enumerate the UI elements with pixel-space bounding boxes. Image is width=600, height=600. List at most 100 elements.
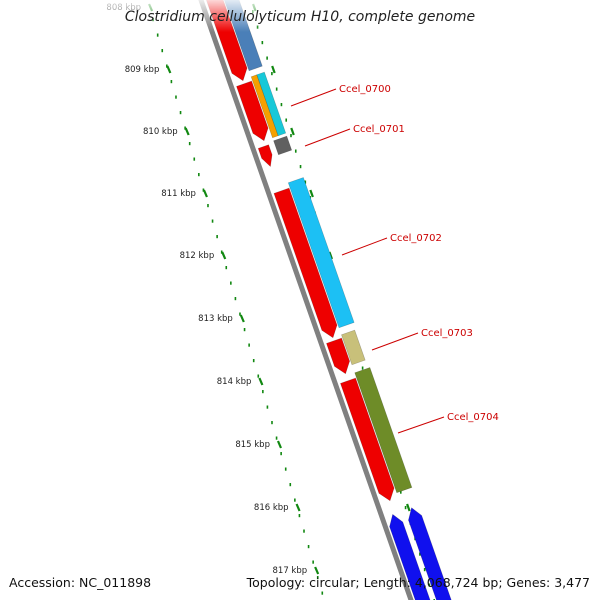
cds-red-0702 [273, 187, 338, 339]
major-tick [295, 503, 301, 512]
major-tick [258, 377, 264, 386]
major-tick [221, 251, 227, 260]
scale-dot [170, 80, 173, 84]
major-tick [166, 65, 172, 74]
scale-dot [202, 188, 205, 192]
scale-dot [211, 219, 214, 223]
major-tick [184, 127, 190, 136]
tick-label: 810 kbp [143, 127, 178, 137]
scale-dot [275, 87, 278, 91]
gene-label: Ccel_0701 [353, 124, 405, 135]
scale-dot [252, 359, 255, 363]
major-tick [406, 503, 411, 512]
scale-dot [280, 452, 282, 456]
scale-dot [304, 180, 307, 184]
major-tick [239, 314, 245, 323]
scale-dot [404, 506, 407, 510]
cds-red-0701 [257, 144, 273, 168]
scale-dot [179, 111, 182, 115]
scale-dot [428, 583, 431, 587]
scale-dot [280, 103, 283, 107]
scale-dot [298, 514, 301, 518]
major-tick [271, 65, 276, 74]
tick-label: 816 kbp [254, 503, 289, 513]
tick-label: 817 kbp [273, 566, 308, 576]
scale-dot [225, 266, 228, 270]
gene-label: Ccel_0704 [447, 412, 499, 423]
scale-dot [161, 49, 164, 53]
feature-blue-left [389, 513, 431, 600]
scale-dot [175, 95, 177, 99]
gene-label-line [397, 416, 445, 434]
scale-dot [294, 498, 296, 502]
tick-label: 814 kbp [217, 377, 252, 387]
feature-gray [273, 135, 293, 156]
gene-label: Ccel_0700 [339, 84, 391, 95]
scale-dot [361, 366, 364, 370]
tick-label: 813 kbp [198, 314, 233, 324]
cds-red-0700 [236, 80, 269, 142]
feature-cyan [256, 71, 287, 137]
major-tick [328, 251, 333, 260]
feature-khaki [341, 329, 366, 366]
major-tick [290, 127, 295, 136]
scale-dot [307, 545, 310, 549]
scale-dot [271, 72, 273, 76]
scale-dot [248, 343, 250, 347]
scale-dot [423, 568, 426, 572]
scale-dot [312, 560, 314, 564]
major-tick [314, 566, 320, 575]
scale-dot [289, 483, 292, 487]
major-tick [309, 189, 314, 198]
scale-dot [243, 328, 246, 332]
scale-dot [188, 142, 191, 146]
scale-dot [303, 529, 305, 533]
scale-dot [299, 165, 302, 169]
scale-dot [261, 41, 264, 45]
gene-label-line [371, 332, 419, 351]
feature-blue-right [408, 507, 452, 600]
map-title: Clostridium cellulolyticum H10, complete… [124, 9, 476, 25]
scale-dot [198, 173, 200, 177]
tick-label: 811 kbp [161, 189, 196, 199]
scale-dot [284, 467, 287, 471]
scale-dot [399, 490, 402, 494]
scale-dot [290, 134, 292, 138]
scale-dot [257, 374, 260, 378]
gene-label-line [304, 128, 351, 147]
tick-label: 815 kbp [235, 440, 270, 450]
major-tick [276, 440, 282, 449]
scale-dot [275, 436, 278, 440]
scale-dot [262, 390, 264, 394]
cds-red-0704 [340, 377, 395, 502]
scale-dot [216, 235, 218, 239]
scale-dot [230, 281, 232, 285]
scale-dot [271, 421, 273, 425]
scale-dot [207, 204, 209, 208]
topology-text: Topology: circular; Length: 4,068,724 bp… [246, 575, 590, 590]
scale-dot [321, 591, 324, 595]
backbone-line [198, 0, 414, 600]
accession-text: Accession: NC_011898 [9, 575, 152, 590]
feature-olive [354, 367, 413, 494]
scale-dot [220, 250, 223, 254]
cds-red-0703 [326, 337, 350, 375]
tick-label: 809 kbp [125, 65, 160, 75]
scale-dot [285, 118, 288, 122]
scale-dot [166, 64, 168, 68]
major-tick [202, 189, 208, 198]
scale-dot [266, 56, 268, 60]
scale-dot [294, 149, 297, 153]
scale-dot [193, 157, 196, 161]
gene-label-line [341, 237, 388, 256]
gene-label-line [290, 88, 337, 107]
scale-dot [239, 312, 241, 316]
gene-label: Ccel_0702 [390, 233, 442, 244]
tick-label: 812 kbp [180, 251, 215, 261]
scale-dot [156, 33, 159, 37]
feature-skyblue [287, 177, 355, 329]
scale-dot [184, 126, 186, 130]
scale-dot [266, 405, 269, 409]
scale-dot [316, 576, 319, 580]
